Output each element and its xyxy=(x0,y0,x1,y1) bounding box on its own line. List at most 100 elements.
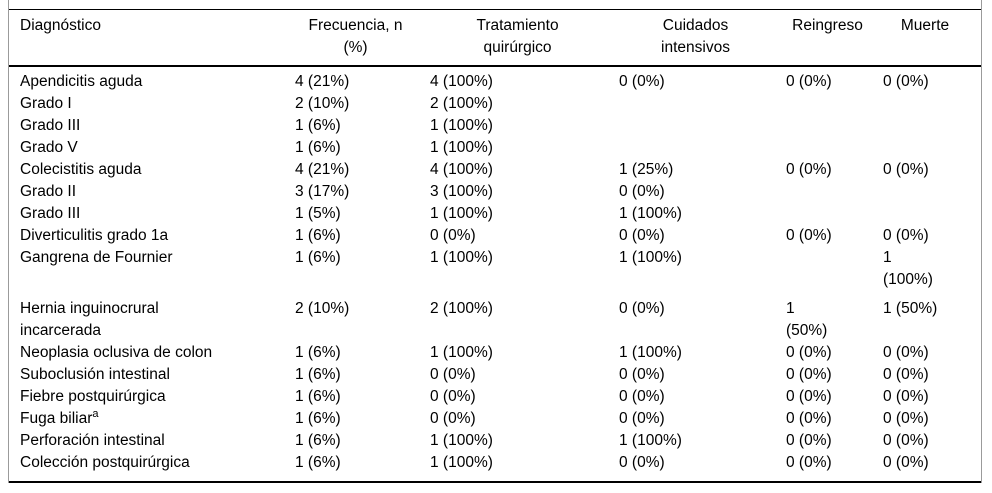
readmission-cell: 0 (0%) xyxy=(786,161,832,178)
column-header-muerte: Muerte xyxy=(883,9,981,67)
frequency-cell: 1 (6%) xyxy=(295,410,341,427)
diagnosis-cell: Colecistitis aguda xyxy=(20,161,142,178)
death-cell: 0 (0%) xyxy=(883,73,929,90)
table-row: Fuga biliara 1 (6%) 0 (0%) 0 (0%) 0 (0%)… xyxy=(9,408,981,430)
diagnosis-cell: Hernia inguinocrural incarcerada xyxy=(20,300,159,339)
death-cell: 0 (0%) xyxy=(883,227,929,244)
death-cell: 0 (0%) xyxy=(883,388,929,405)
table-row: Neoplasia oclusiva de colon 1 (6%) 1 (10… xyxy=(9,342,981,364)
surgical-treatment-cell: 0 (0%) xyxy=(430,227,476,244)
surgical-treatment-cell: 4 (100%) xyxy=(430,161,493,178)
surgical-treatment-cell: 1 (100%) xyxy=(430,117,493,134)
readmission-cell xyxy=(786,115,883,137)
table-row: Suboclusión intestinal 1 (6%) 0 (0%) 0 (… xyxy=(9,364,981,386)
death-cell: 0 (0%) xyxy=(883,344,929,361)
frequency-cell: 1 (6%) xyxy=(295,117,341,134)
surgical-treatment-cell: 1 (100%) xyxy=(430,454,493,471)
death-cell xyxy=(883,115,981,137)
frequency-cell: 1 (6%) xyxy=(295,249,341,266)
death-cell: 1 (50%) xyxy=(883,300,938,317)
diagnosis-cell: Neoplasia oclusiva de colon xyxy=(20,344,213,361)
diagnosis-cell: Apendicitis aguda xyxy=(20,73,143,90)
diagnosis-cell: Grado III xyxy=(20,117,81,134)
intensive-care-cell: 1 (100%) xyxy=(619,344,682,361)
column-header-cuidados-intensivos: Cuidados intensivos xyxy=(619,9,786,67)
surgical-treatment-cell: 1 (100%) xyxy=(430,139,493,156)
surgical-treatment-cell: 3 (100%) xyxy=(430,183,493,200)
diagnoses-table: Diagnóstico Frecuencia, n (%) Tratamient… xyxy=(9,9,981,483)
column-header-reingreso: Reingreso xyxy=(786,9,883,67)
diagnosis-cell: Diverticulitis grado 1a xyxy=(20,227,169,244)
frequency-cell: 1 (6%) xyxy=(295,432,341,449)
intensive-care-cell: 1 (100%) xyxy=(619,249,682,266)
death-cell xyxy=(883,181,981,203)
table-row: Diverticulitis grado 1a 1 (6%) 0 (0%) 0 … xyxy=(9,225,981,247)
diagnosis-cell: Grado III xyxy=(20,205,81,222)
table-row: Grado II 3 (17%) 3 (100%) 0 (0%) xyxy=(9,181,981,203)
readmission-cell: 0 (0%) xyxy=(786,73,832,90)
frequency-cell: 3 (17%) xyxy=(295,183,350,200)
readmission-cell xyxy=(786,203,883,225)
intensive-care-cell: 0 (0%) xyxy=(619,300,665,317)
diagnosis-cell: Suboclusión intestinal xyxy=(20,366,170,383)
readmission-cell: 0 (0%) xyxy=(786,344,832,361)
intensive-care-cell: 0 (0%) xyxy=(619,410,665,427)
frequency-cell: 2 (10%) xyxy=(295,95,350,112)
table-row: Grado I 2 (10%) 2 (100%) xyxy=(9,93,981,115)
intensive-care-cell: 0 (0%) xyxy=(619,183,665,200)
intensive-care-cell: 1 (25%) xyxy=(619,161,674,178)
column-header-frecuencia: Frecuencia, n (%) xyxy=(295,9,430,67)
intensive-care-cell xyxy=(619,115,786,137)
diagnosis-cell: Fiebre postquirúrgica xyxy=(20,388,166,405)
table-row: Gangrena de Fournier 1 (6%) 1 (100%) 1 (… xyxy=(9,247,981,291)
intensive-care-cell: 0 (0%) xyxy=(619,73,665,90)
surgical-treatment-cell: 2 (100%) xyxy=(430,300,493,317)
diagnosis-cell: Fuga biliara xyxy=(20,407,99,427)
frequency-cell: 1 (6%) xyxy=(295,227,341,244)
table-row: Hernia inguinocrural incarcerada 2 (10%)… xyxy=(9,291,981,342)
intensive-care-cell: 0 (0%) xyxy=(619,388,665,405)
surgical-treatment-cell: 1 (100%) xyxy=(430,205,493,222)
intensive-care-cell: 0 (0%) xyxy=(619,454,665,471)
table-body: Apendicitis aguda 4 (21%) 4 (100%) 0 (0%… xyxy=(9,66,981,482)
surgical-treatment-cell: 1 (100%) xyxy=(430,344,493,361)
table-row: Perforación intestinal 1 (6%) 1 (100%) 1… xyxy=(9,430,981,452)
surgical-treatment-cell: 1 (100%) xyxy=(430,249,493,266)
table-row: Grado III 1 (5%) 1 (100%) 1 (100%) xyxy=(9,203,981,225)
surgical-treatment-cell: 0 (0%) xyxy=(430,388,476,405)
readmission-cell: 1 (50%) xyxy=(786,300,828,339)
readmission-cell: 0 (0%) xyxy=(786,227,832,244)
surgical-treatment-cell: 0 (0%) xyxy=(430,410,476,427)
death-cell: 0 (0%) xyxy=(883,366,929,383)
diagnosis-cell: Perforación intestinal xyxy=(20,432,165,449)
death-cell: 0 (0%) xyxy=(883,454,929,471)
intensive-care-cell: 1 (100%) xyxy=(619,432,682,449)
diagnosis-cell: Colección postquirúrgica xyxy=(20,454,190,471)
table-frame: Diagnóstico Frecuencia, n (%) Tratamient… xyxy=(8,0,982,483)
surgical-treatment-cell: 1 (100%) xyxy=(430,432,493,449)
intensive-care-cell xyxy=(619,137,786,159)
column-header-tratamiento-quirurgico: Tratamiento quirúrgico xyxy=(430,9,619,67)
frequency-cell: 1 (6%) xyxy=(295,344,341,361)
death-cell: 0 (0%) xyxy=(883,161,929,178)
frequency-cell: 1 (6%) xyxy=(295,388,341,405)
frequency-cell: 2 (10%) xyxy=(295,300,350,317)
intensive-care-cell: 1 (100%) xyxy=(619,205,682,222)
table-row: Grado III 1 (6%) 1 (100%) xyxy=(9,115,981,137)
readmission-cell: 0 (0%) xyxy=(786,366,832,383)
frequency-cell: 4 (21%) xyxy=(295,73,350,90)
column-header-diagnostico: Diagnóstico xyxy=(9,9,295,67)
frequency-cell: 1 (6%) xyxy=(295,366,341,383)
surgical-treatment-cell: 2 (100%) xyxy=(430,95,493,112)
intensive-care-cell: 0 (0%) xyxy=(619,366,665,383)
readmission-cell: 0 (0%) xyxy=(786,410,832,427)
readmission-cell xyxy=(786,93,883,115)
death-cell: 1 (100%) xyxy=(883,249,933,288)
table-row: Apendicitis aguda 4 (21%) 4 (100%) 0 (0%… xyxy=(9,66,981,93)
death-cell xyxy=(883,137,981,159)
intensive-care-cell xyxy=(619,93,786,115)
readmission-cell: 0 (0%) xyxy=(786,388,832,405)
diagnosis-cell: Gangrena de Fournier xyxy=(20,249,173,266)
death-cell xyxy=(883,203,981,225)
